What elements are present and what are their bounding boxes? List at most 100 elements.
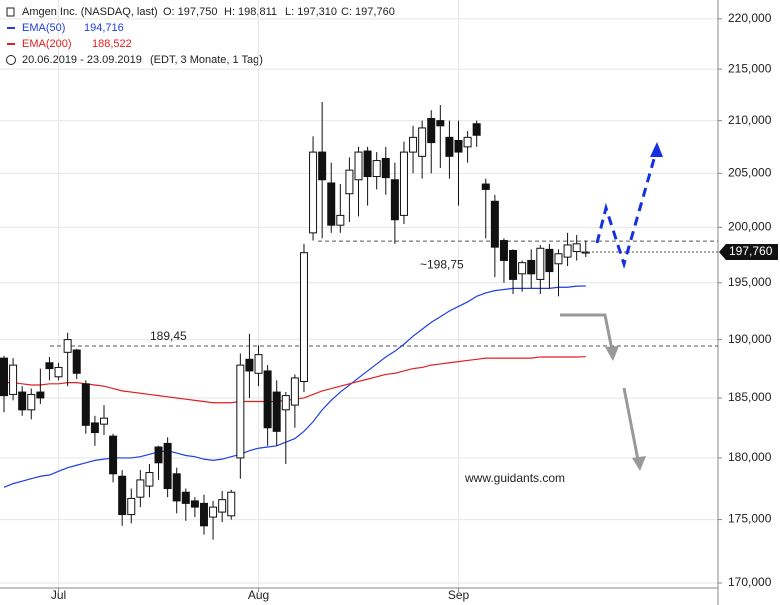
candle-body [445, 136, 454, 157]
y-tick-label: 185,000 [728, 390, 772, 404]
candle-body [472, 123, 481, 136]
chart-icon [6, 7, 15, 17]
clock-icon [6, 55, 16, 65]
date-range: 20.06.2019 - 23.09.2019 [22, 54, 142, 66]
candle-body [345, 169, 354, 195]
candle-body [263, 370, 272, 429]
candle-body [154, 446, 163, 464]
candle-body [518, 262, 527, 275]
last-price-label: 197,760 [729, 244, 773, 258]
legend-value: 194,716 [84, 22, 124, 34]
candle-body [318, 151, 327, 181]
candle-body [399, 151, 408, 216]
header: Amgen Inc. (NASDAQ, last) O: 197,750 H: … [6, 6, 395, 66]
candle-body [209, 506, 218, 518]
candle-body [181, 491, 190, 504]
candle-body [18, 391, 27, 411]
candle-body [36, 391, 45, 399]
candle-body [527, 259, 536, 275]
candle-body [454, 140, 463, 153]
arrow-head [605, 346, 619, 361]
candle-body [290, 377, 299, 406]
candle-body [72, 349, 81, 374]
candle-body [0, 357, 8, 397]
candle-body [336, 214, 345, 226]
range-note: (EDT, 3 Monate, 1 Tag) [150, 54, 263, 66]
forecast-arrows [560, 142, 663, 471]
candle-body [490, 200, 499, 248]
candle-body [45, 362, 54, 370]
x-tick-label: Aug [248, 588, 269, 602]
candle-body [509, 249, 518, 280]
candle-body [463, 136, 472, 148]
candle-body [218, 499, 227, 513]
candle-body [427, 118, 436, 144]
legend-label: EMA(200) [22, 38, 72, 50]
y-tick-label: 205,000 [728, 166, 772, 180]
candle-body [127, 497, 136, 516]
candle-body [172, 473, 181, 502]
ema-line [3, 285, 586, 488]
candle-body [145, 472, 154, 487]
candle-body [63, 339, 72, 353]
candle-body [9, 364, 18, 395]
candle-body [409, 136, 418, 153]
candle-body [118, 475, 127, 516]
candle-body [90, 422, 99, 434]
candle-body [390, 179, 399, 221]
y-tick-label: 180,000 [728, 450, 772, 464]
candle-body [99, 417, 108, 425]
level-label: 189,45 [150, 329, 187, 343]
y-tick-label: 170,000 [728, 575, 772, 589]
candle-body [163, 442, 172, 490]
candle-body [190, 500, 199, 508]
candle-body [563, 244, 572, 258]
level-label: ~198,75 [420, 257, 464, 271]
ohlc-low: L: 197,310 [285, 6, 337, 18]
x-tick-label: Jul [51, 588, 66, 602]
candle-body [136, 479, 145, 498]
candle-body [27, 393, 36, 411]
candle-body [499, 240, 508, 261]
legend-value: 188,522 [92, 38, 132, 50]
y-tick-label: 215,000 [728, 61, 772, 75]
y-tick-label: 175,000 [728, 512, 772, 526]
candle-body [436, 120, 445, 127]
candle-body [109, 435, 118, 475]
candle-body [381, 157, 390, 179]
candle-body [236, 364, 245, 459]
last-price-tag [719, 244, 778, 261]
y-tick-label: 210,000 [728, 113, 772, 127]
candle-body [327, 182, 336, 226]
candle-body [281, 395, 290, 411]
candle-body [54, 366, 63, 378]
candle-body [354, 151, 363, 181]
candle-body [245, 358, 254, 372]
arrow-head [650, 142, 663, 157]
bear-scenario [622, 387, 640, 461]
arrow-head [632, 456, 646, 471]
candle-body [309, 151, 318, 234]
y-tick-label: 195,000 [728, 275, 772, 289]
ohlc-close: C: 197,760 [341, 6, 395, 18]
y-tick-label: 220,000 [728, 11, 772, 25]
title: Amgen Inc. (NASDAQ, last) [22, 6, 158, 18]
ohlc-high: H: 198,811 [224, 6, 277, 18]
ohlc-open: O: 197,750 [163, 6, 217, 18]
candle-body [372, 160, 381, 178]
watermark: www.guidants.com [464, 471, 565, 485]
bull-scenario [595, 151, 658, 270]
candle-body [536, 247, 545, 280]
y-tick-label: 200,000 [728, 220, 772, 234]
y-tick-label: 190,000 [728, 332, 772, 346]
candle-body [272, 391, 281, 432]
candle-body [227, 491, 236, 517]
candle-body [418, 127, 427, 157]
candle-body [481, 183, 490, 190]
candle-body [199, 502, 208, 527]
candle-body [545, 248, 554, 273]
candle-body [299, 252, 308, 382]
x-tick-label: Sep [448, 588, 470, 602]
candle-body [81, 383, 90, 426]
